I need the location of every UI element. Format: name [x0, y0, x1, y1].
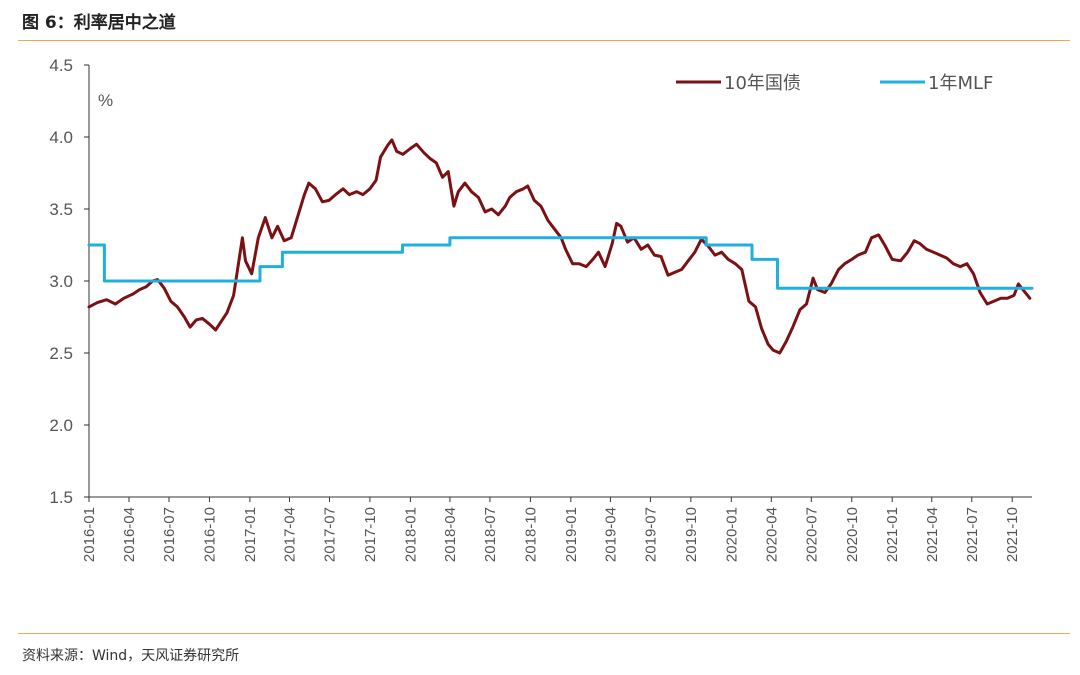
y-tick-label: 2.5 — [49, 344, 73, 363]
x-tick-label: 2018-04 — [442, 507, 459, 562]
source-divider — [18, 633, 1070, 634]
x-tick-label: 2016-07 — [161, 507, 178, 562]
series-layer — [87, 138, 1034, 355]
y-tick-label: 4.0 — [49, 128, 73, 147]
x-tick-label: 2016-04 — [121, 507, 138, 562]
y-tick-label: 4.5 — [49, 56, 73, 75]
title-divider — [18, 40, 1070, 41]
y-tick-label: 1.5 — [49, 488, 73, 507]
x-tick-label: 2017-07 — [321, 507, 338, 562]
x-tick-label: 2018-01 — [402, 507, 419, 562]
chart: 4.54.03.53.02.52.01.5 2016-01 2016-04 2016… — [49, 56, 1034, 562]
x-tick-label: 2021-01 — [884, 507, 901, 562]
x-tick-label: 2016-10 — [201, 507, 218, 562]
y-tick-label: 3.5 — [49, 200, 73, 219]
x-tick-label: 2020-04 — [763, 507, 780, 562]
series-line-10y-bond — [87, 138, 1032, 355]
legend-label: 1年MLF — [928, 73, 993, 94]
y-axis: 4.5 4.0 3.5 3.0 2.5 2.0 1.5 — [49, 56, 90, 507]
y-tick-label: 2.0 — [49, 416, 73, 435]
x-tick-label: 2020-07 — [803, 507, 820, 562]
x-tick-label: 2017-10 — [362, 507, 379, 562]
x-tick-label: 2018-07 — [482, 507, 499, 562]
x-tick-label: 2021-10 — [1004, 507, 1021, 562]
x-axis: 2016-01 2016-04 2016-07 2016-10 2017-01 2017-… — [81, 496, 1032, 562]
x-tick-label: 2019-10 — [683, 507, 700, 562]
x-tick-label: 2017-01 — [242, 507, 259, 562]
x-tick-label: 2020-10 — [844, 507, 861, 562]
x-tick-label: 2020-01 — [723, 507, 740, 562]
series-line-1y-mlf — [87, 236, 1034, 290]
x-tick-label: 2019-04 — [602, 507, 619, 562]
x-tick-label: 2018-10 — [522, 507, 539, 562]
legend: 10年国债 1年MLF — [676, 73, 993, 94]
x-tick-label: 2019-07 — [642, 507, 659, 562]
x-tick-label: 2019-01 — [563, 507, 580, 562]
x-tick-label: 2021-04 — [924, 507, 941, 562]
legend-label: 10年国债 — [724, 73, 801, 94]
x-tick-label: 2016-01 — [81, 507, 98, 562]
x-tick-label: 2017-04 — [281, 507, 298, 562]
figure-title: 图 6：利率居中之道 — [22, 13, 176, 33]
source-note: 资料来源：Wind，天风证券研究所 — [22, 648, 240, 664]
y-tick-label: 3.0 — [49, 272, 73, 291]
x-tick-label: 2021-07 — [964, 507, 981, 562]
y-unit-label: % — [98, 91, 113, 110]
